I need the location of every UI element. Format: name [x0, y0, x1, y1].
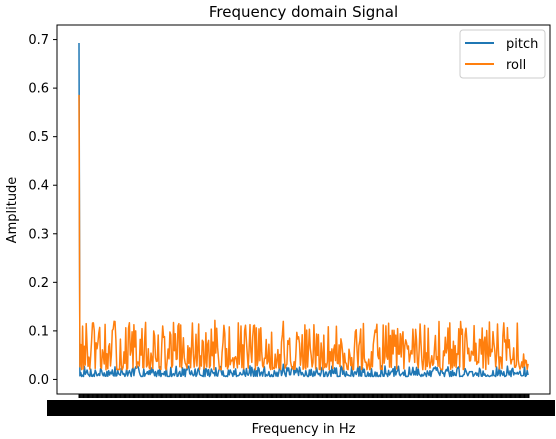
chart-title: Frequency domain Signal: [209, 3, 398, 21]
legend-label-roll: roll: [506, 58, 526, 73]
x-axis-label: Frequency in Hz: [252, 422, 356, 437]
legend: pitch roll: [459, 29, 546, 79]
y-tick-label: 0.2: [28, 276, 49, 291]
plot-frame: [56, 24, 551, 395]
x-axis: 3: [47, 394, 555, 418]
y-tick-label: 0.3: [28, 227, 49, 242]
y-tick-label: 0.6: [28, 82, 49, 97]
y-tick-label: 0.5: [28, 130, 49, 145]
y-tick-label: 0.7: [28, 33, 49, 48]
x-tick-labels-band: [62, 400, 555, 416]
y-tick-label: 0.1: [28, 324, 49, 339]
series-layer: [78, 42, 529, 378]
series-line-roll: [78, 94, 529, 371]
y-axis: 0.0 0.1 0.2 0.3 0.4 0.5 0.6 0.7: [28, 33, 57, 388]
y-tick-label: 0.0: [28, 373, 49, 388]
y-axis-label: Amplitude: [5, 177, 20, 244]
y-tick-label: 0.4: [28, 179, 49, 194]
x-tick-label: 3: [48, 402, 57, 418]
legend-label-pitch: pitch: [506, 37, 538, 52]
series-line-pitch: [78, 42, 529, 378]
